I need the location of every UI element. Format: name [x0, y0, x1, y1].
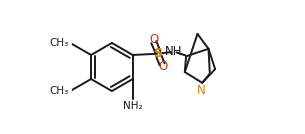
Text: CH₃: CH₃ [50, 38, 69, 48]
Text: CH₃: CH₃ [50, 86, 69, 96]
Text: NH₂: NH₂ [123, 101, 142, 111]
Text: S: S [153, 47, 163, 60]
Text: O: O [158, 60, 167, 73]
Text: NH: NH [165, 45, 182, 58]
Text: O: O [149, 33, 158, 46]
Text: N: N [197, 84, 206, 97]
